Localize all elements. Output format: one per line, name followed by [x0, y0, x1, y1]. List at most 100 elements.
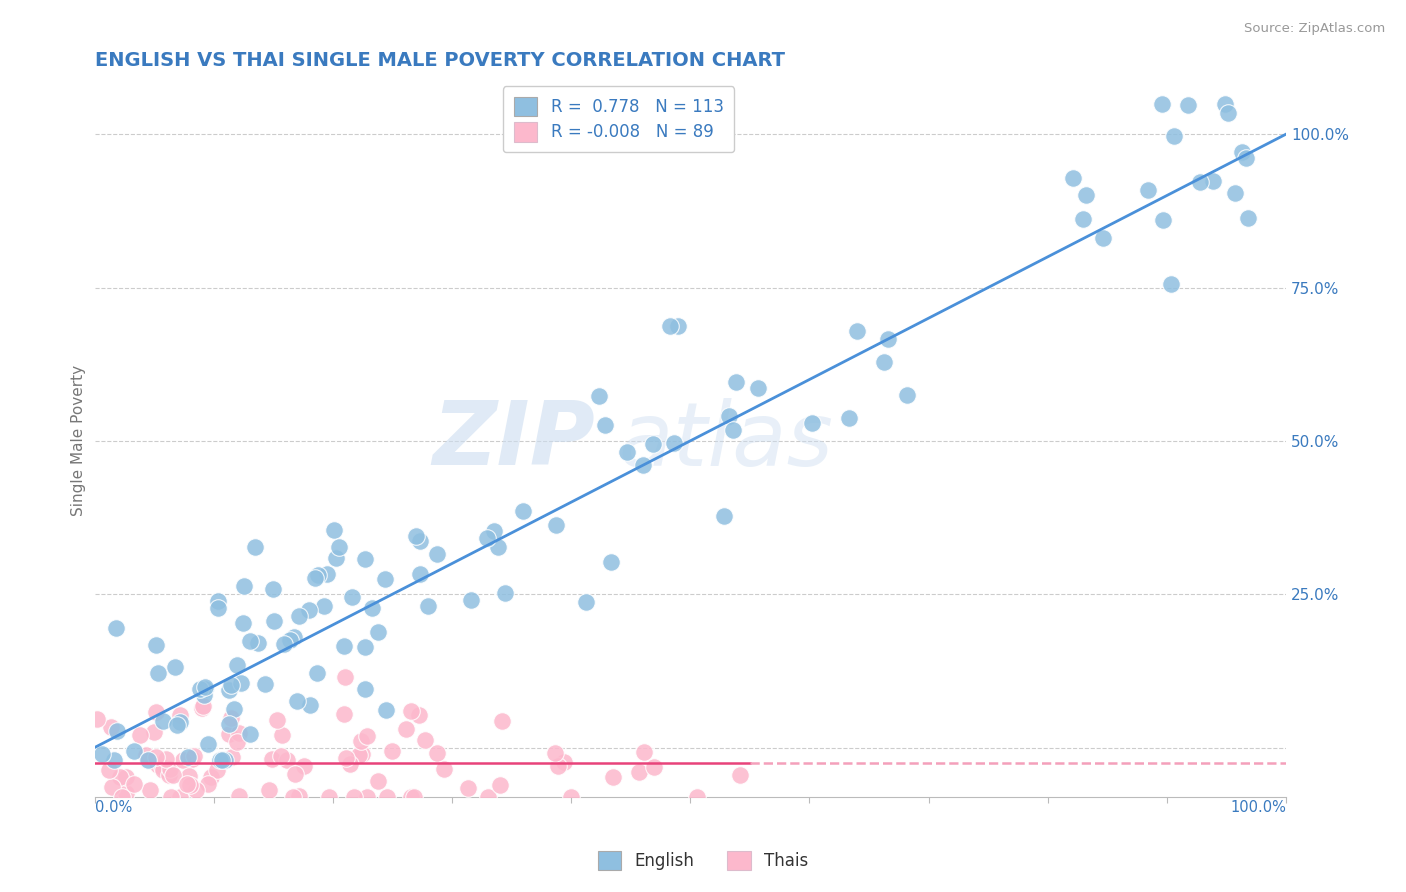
Point	[218, 717, 240, 731]
Point	[179, 778, 201, 792]
Point	[122, 744, 145, 758]
Point	[270, 728, 292, 742]
Point	[724, 376, 747, 390]
Point	[457, 780, 479, 795]
Point	[426, 547, 449, 561]
Point	[143, 724, 166, 739]
Point	[200, 770, 222, 784]
Point	[361, 601, 384, 615]
Point	[512, 503, 534, 517]
Point	[1213, 96, 1236, 111]
Point	[169, 714, 191, 729]
Point	[873, 355, 896, 369]
Point	[460, 593, 482, 607]
Point	[298, 603, 321, 617]
Point	[409, 533, 432, 548]
Point	[475, 531, 498, 545]
Point	[172, 753, 194, 767]
Point	[243, 540, 266, 554]
Point	[283, 630, 305, 644]
Point	[846, 324, 869, 338]
Point	[315, 567, 337, 582]
Point	[433, 762, 456, 776]
Point	[128, 728, 150, 742]
Point	[239, 634, 262, 648]
Point	[325, 551, 347, 566]
Point	[263, 614, 285, 628]
Point	[1160, 277, 1182, 291]
Point	[218, 727, 240, 741]
Point	[367, 624, 389, 639]
Point	[1177, 97, 1199, 112]
Text: ZIP: ZIP	[432, 397, 595, 484]
Point	[354, 681, 377, 696]
Point	[110, 770, 132, 784]
Point	[343, 789, 366, 804]
Text: 100.0%: 100.0%	[1230, 799, 1286, 814]
Point	[214, 753, 236, 767]
Point	[544, 518, 567, 533]
Point	[1092, 231, 1115, 245]
Point	[1137, 183, 1160, 197]
Point	[666, 319, 689, 334]
Point	[159, 789, 181, 804]
Point	[169, 707, 191, 722]
Point	[284, 767, 307, 781]
Point	[157, 768, 180, 782]
Point	[292, 759, 315, 773]
Point	[221, 750, 243, 764]
Text: atlas: atlas	[619, 398, 834, 483]
Point	[155, 752, 177, 766]
Point	[547, 758, 569, 772]
Point	[101, 780, 124, 795]
Point	[226, 735, 249, 749]
Point	[273, 637, 295, 651]
Point	[413, 733, 436, 747]
Point	[664, 436, 686, 450]
Point	[138, 783, 160, 797]
Point	[152, 714, 174, 728]
Point	[145, 705, 167, 719]
Point	[1189, 175, 1212, 189]
Point	[180, 752, 202, 766]
Point	[97, 763, 120, 777]
Point	[717, 409, 740, 424]
Legend: R =  0.778   N = 113, R = -0.008   N = 89: R = 0.778 N = 113, R = -0.008 N = 89	[503, 87, 734, 153]
Point	[207, 600, 229, 615]
Point	[728, 768, 751, 782]
Point	[122, 777, 145, 791]
Point	[281, 789, 304, 804]
Point	[218, 682, 240, 697]
Y-axis label: Single Male Poverty: Single Male Poverty	[72, 366, 86, 516]
Point	[401, 704, 423, 718]
Point	[287, 789, 309, 803]
Point	[399, 789, 422, 804]
Point	[115, 770, 138, 784]
Point	[333, 670, 356, 684]
Point	[197, 737, 219, 751]
Point	[207, 593, 229, 607]
Point	[641, 436, 664, 450]
Point	[367, 774, 389, 789]
Point	[194, 680, 217, 694]
Point	[100, 720, 122, 734]
Point	[333, 639, 356, 653]
Point	[375, 789, 398, 804]
Point	[1163, 128, 1185, 143]
Point	[494, 586, 516, 600]
Point	[163, 660, 186, 674]
Point	[491, 714, 513, 728]
Point	[115, 786, 138, 800]
Point	[356, 729, 378, 743]
Point	[600, 555, 623, 569]
Point	[560, 789, 582, 804]
Point	[801, 416, 824, 430]
Point	[374, 572, 396, 586]
Point	[1076, 188, 1098, 202]
Point	[896, 388, 918, 402]
Point	[1216, 105, 1239, 120]
Text: ENGLISH VS THAI SINGLE MALE POVERTY CORRELATION CHART: ENGLISH VS THAI SINGLE MALE POVERTY CORR…	[94, 51, 785, 70]
Point	[575, 595, 598, 609]
Point	[111, 789, 134, 804]
Point	[304, 571, 326, 585]
